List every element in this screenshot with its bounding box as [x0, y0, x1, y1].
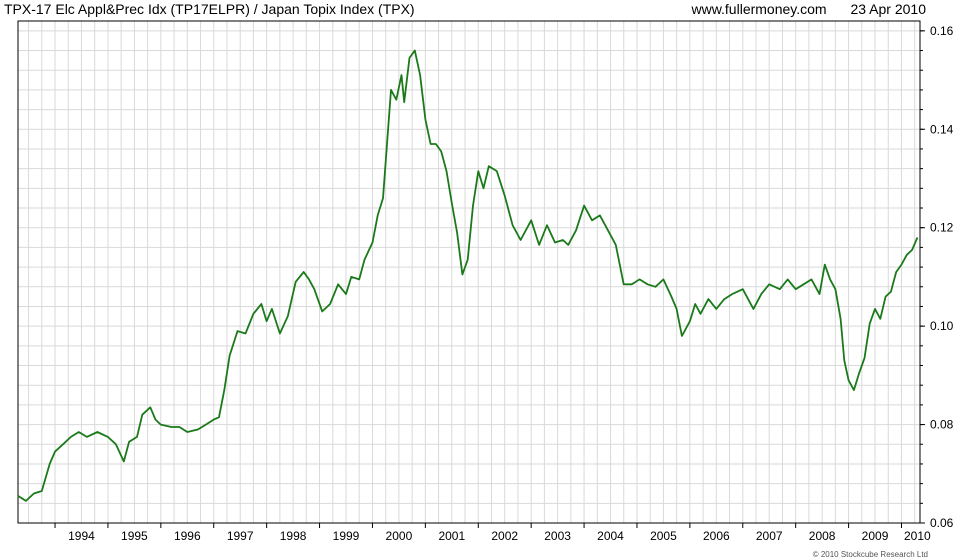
chart-header-info: www.fullermoney.com 23 Apr 2010 — [671, 1, 926, 17]
y-axis-labels: 0.06 0.08 0.10 0.12 0.14 0.16 — [930, 24, 954, 530]
x-tick-label: 2009 — [862, 529, 889, 543]
x-tick-label: 1994 — [68, 529, 95, 543]
x-tick-label: 1995 — [121, 529, 148, 543]
x-tick-label: 2006 — [703, 529, 730, 543]
x-tick-label: 2008 — [809, 529, 836, 543]
copyright-text: © 2010 Stockcube Research Ltd — [812, 550, 928, 559]
x-tick-label: 1997 — [227, 529, 254, 543]
series-line — [17, 49, 919, 502]
y-tick-label: 0.06 — [930, 516, 954, 530]
source-url: www.fullermoney.com — [691, 1, 827, 17]
x-tick-label: 2005 — [650, 529, 677, 543]
chart-date: 23 Apr 2010 — [850, 1, 926, 17]
y-tick-label: 0.08 — [930, 418, 954, 432]
x-tick-label: 2004 — [597, 529, 624, 543]
chart-title: TPX-17 Elc Appl&Prec Idx (TP17ELPR) / Ja… — [4, 1, 415, 17]
x-tick-label: 2007 — [756, 529, 783, 543]
x-tick-label: 2010 — [904, 529, 931, 543]
y-tick-label: 0.16 — [930, 24, 954, 38]
y-tick-label: 0.14 — [930, 122, 954, 136]
x-tick-label: 2001 — [438, 529, 465, 543]
x-tick-label: 2000 — [386, 529, 413, 543]
x-tick-label: 1999 — [333, 529, 360, 543]
plot-frame — [17, 20, 921, 524]
axis-ticks — [54, 30, 925, 528]
x-axis-labels: 1994 1995 1996 1997 1998 1999 2000 2001 2002 2003… — [68, 529, 931, 543]
y-tick-label: 0.12 — [930, 221, 954, 235]
x-tick-label: 1998 — [280, 529, 307, 543]
y-tick-label: 0.10 — [930, 319, 954, 333]
x-tick-label: 1996 — [174, 529, 201, 543]
chart-grid — [18, 21, 920, 524]
x-tick-label: 2002 — [491, 529, 518, 543]
x-tick-label: 2003 — [544, 529, 571, 543]
